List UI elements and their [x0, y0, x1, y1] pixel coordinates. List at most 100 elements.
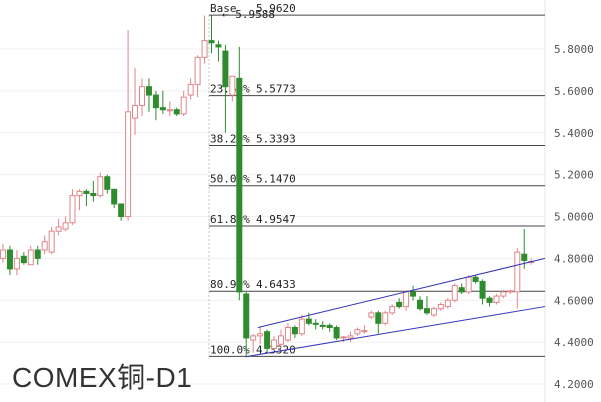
y-tick-label: 5.6000 — [554, 85, 594, 98]
candle — [20, 252, 27, 265]
candle — [521, 229, 528, 269]
candle — [423, 296, 430, 315]
candle — [41, 235, 48, 255]
fibonacci-levels: Base5.962023.60%5.577338.20%5.339350.00%… — [208, 2, 545, 357]
candle — [479, 279, 486, 305]
fib-label: 38.20% — [210, 132, 250, 145]
candle-body — [48, 230, 55, 253]
candle — [187, 78, 194, 100]
candle-body — [62, 222, 69, 230]
candle — [69, 189, 76, 225]
candle-body — [201, 40, 208, 58]
candle-body — [368, 312, 375, 318]
candle-body — [76, 190, 83, 197]
fib-label: 50.00% — [210, 173, 250, 186]
candle-body — [6, 249, 13, 270]
candle-body — [278, 335, 284, 345]
candle-body — [243, 293, 250, 339]
candle-body — [465, 276, 472, 293]
fib-value: 4.9547 — [256, 213, 296, 226]
candle-body — [423, 308, 430, 314]
y-tick-label: 5.8000 — [554, 43, 594, 56]
candles — [0, 15, 535, 357]
candle-body — [173, 109, 180, 115]
candle — [319, 321, 326, 330]
candle — [201, 15, 208, 64]
candle-body — [354, 329, 361, 335]
candle — [271, 335, 278, 351]
candle — [208, 15, 215, 54]
candle — [382, 310, 389, 326]
candle — [166, 101, 173, 117]
candle — [291, 325, 298, 338]
candle — [500, 289, 507, 299]
candle — [465, 275, 472, 294]
candle — [354, 327, 361, 336]
candle — [257, 327, 264, 345]
candle — [250, 333, 257, 353]
candle — [13, 250, 20, 276]
candle-body — [521, 253, 528, 261]
candle — [55, 218, 62, 236]
candle-body — [145, 86, 152, 96]
candle-body — [479, 280, 486, 299]
candle-body — [458, 287, 465, 293]
candle — [27, 245, 34, 266]
candle — [173, 107, 180, 117]
candle-body — [236, 77, 243, 293]
candle — [410, 285, 417, 301]
candle-body — [34, 249, 41, 259]
candle — [430, 306, 437, 318]
fib-label: 61.80% — [210, 213, 250, 226]
candle-body — [20, 255, 27, 264]
candle — [361, 325, 368, 334]
y-tick-label: 4.2000 — [554, 378, 594, 391]
candle — [34, 245, 41, 265]
candle-body — [97, 176, 104, 197]
candle — [347, 331, 354, 343]
candle-body — [125, 111, 132, 218]
candle-body — [69, 195, 76, 224]
y-axis: 5.8000 5.6000 5.4000 5.2000 5.0000 4.8000 4.60… — [554, 43, 594, 391]
candle-body — [389, 306, 396, 314]
candle-body — [13, 257, 20, 270]
candle-body — [507, 290, 514, 293]
candle-body — [83, 190, 90, 194]
candle — [389, 304, 396, 315]
candle-body — [187, 84, 194, 96]
candle-body — [215, 44, 222, 48]
candle-body — [403, 291, 410, 308]
candle-body — [139, 86, 145, 107]
candle — [236, 46, 243, 301]
candle-body — [229, 75, 236, 96]
candle-body — [208, 40, 215, 44]
candle — [194, 55, 201, 98]
fib-value: 5.3393 — [256, 132, 296, 145]
candle — [284, 323, 291, 343]
candle-body — [41, 241, 48, 251]
candle-body — [410, 291, 417, 297]
candle-body — [340, 336, 347, 339]
candle-body — [417, 299, 423, 310]
candle-body — [180, 96, 187, 115]
candle — [278, 329, 284, 349]
candle-body — [444, 299, 451, 308]
candle — [264, 329, 271, 353]
candle — [152, 90, 159, 121]
candle — [493, 293, 500, 305]
candle — [132, 67, 139, 135]
candle-body — [305, 318, 312, 324]
candle-body — [298, 318, 305, 335]
fib-value: 5.1470 — [256, 173, 296, 186]
candle — [0, 243, 6, 263]
candle — [458, 283, 465, 294]
candle — [48, 226, 55, 255]
candle — [229, 75, 236, 102]
trend-channel — [244, 257, 546, 358]
candle-body — [451, 285, 458, 301]
candle-body — [132, 105, 139, 119]
fib-value: 5.5773 — [256, 83, 296, 96]
candle — [472, 275, 479, 284]
